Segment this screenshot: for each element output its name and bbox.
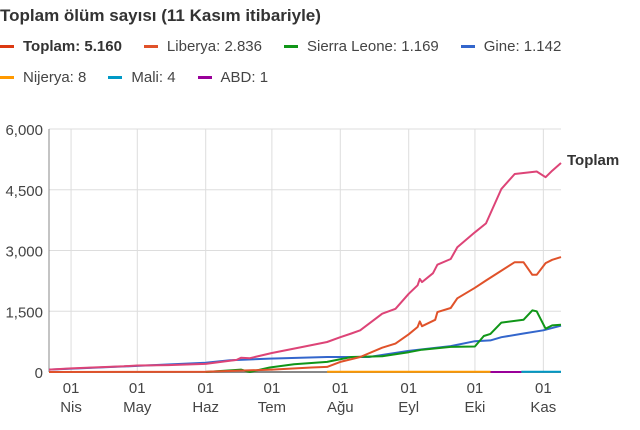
x-tick-day: 01: [400, 380, 417, 397]
line-chart: 0 1,500 3,000 4,500 6,000 01 Nis 01 May 01 Haz 01 Te…: [0, 0, 640, 430]
chart-container: Toplam ölüm sayısı (11 Kasım itibariyle)…: [0, 0, 640, 430]
x-tick-day: 01: [264, 380, 281, 397]
x-tick-day: 01: [63, 380, 80, 397]
y-tick-label: 4,500: [5, 183, 43, 200]
y-tick-label: 6,000: [5, 122, 43, 139]
series-line-toplam: [49, 163, 561, 370]
x-tick-month: Eki: [465, 399, 486, 416]
series-line-sierra-leone: [206, 310, 561, 372]
x-tick-day: 01: [129, 380, 146, 397]
x-tick-month: Eyl: [398, 399, 419, 416]
x-tick-month: Kas: [530, 399, 556, 416]
x-tick-month: Ağu: [327, 399, 354, 416]
end-label: Toplam: [567, 152, 619, 169]
x-tick-day: 01: [467, 380, 484, 397]
y-tick-label: 3,000: [5, 244, 43, 261]
x-tick-month: May: [123, 399, 152, 416]
y-tick-label: 1,500: [5, 304, 43, 321]
series-line-liberya: [49, 257, 561, 372]
x-tick-month: Nis: [60, 399, 82, 416]
x-tick-day: 01: [197, 380, 214, 397]
x-tick-month: Haz: [192, 399, 219, 416]
x-tick-month: Tem: [258, 399, 286, 416]
x-tick-day: 01: [332, 380, 349, 397]
x-tick-day: 01: [535, 380, 552, 397]
y-tick-label: 0: [35, 365, 43, 382]
